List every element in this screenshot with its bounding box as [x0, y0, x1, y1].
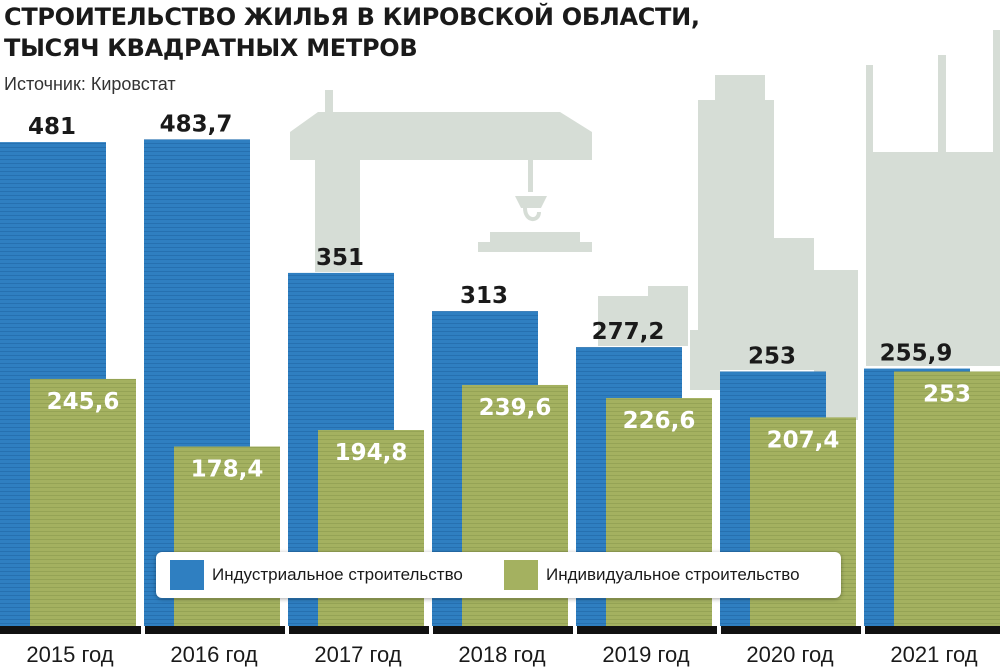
legend-item-industrial: Индустриальное строительство	[170, 560, 463, 590]
value-label-industrial: 313	[460, 283, 508, 309]
building-illustration-3	[866, 30, 1000, 366]
legend: Индустриальное строительство Индивидуаль…	[156, 552, 841, 598]
legend-swatch-individual	[504, 560, 538, 590]
value-label-individual: 245,6	[47, 389, 120, 415]
x-tick-label: 2019 год	[602, 642, 689, 667]
legend-label-individual: Индивидуальное строительство	[546, 565, 800, 584]
background-illustration	[290, 30, 1000, 420]
source-note: Источник: Кировстат	[4, 74, 176, 94]
bar-individual	[30, 378, 136, 626]
legend-item-individual: Индивидуальное строительство	[504, 560, 800, 590]
crane-illustration	[290, 90, 592, 272]
bar-individual	[894, 371, 1000, 626]
value-label-individual: 253	[923, 381, 971, 407]
value-labels: 481 245,6 483,7 178,4 351 194,8 313 239,6 277,2 2…	[28, 111, 971, 482]
chart-title: СТРОИТЕЛЬСТВО ЖИЛЬЯ В КИРОВСКОЙ ОБЛАСТИ,…	[4, 2, 700, 64]
legend-swatch-industrial	[170, 560, 204, 590]
baseline-separator	[285, 626, 289, 634]
value-label-industrial: 351	[316, 245, 364, 271]
value-label-industrial: 253	[748, 343, 796, 369]
x-tick-label: 2021 год	[890, 642, 977, 667]
value-label-industrial: 483,7	[160, 111, 233, 137]
baseline-separator	[717, 626, 721, 634]
title-line-2: ТЫСЯЧ КВАДРАТНЫХ МЕТРОВ	[4, 34, 418, 62]
value-label-industrial: 481	[28, 114, 76, 140]
value-label-industrial: 277,2	[592, 319, 665, 345]
x-tick-label: 2017 год	[314, 642, 401, 667]
value-label-individual: 239,6	[479, 395, 552, 421]
value-label-individual: 226,6	[623, 408, 696, 434]
building-illustration-2	[690, 75, 858, 420]
x-axis-ticks: 2015 год 2016 год 2017 год 2018 год 2019 год…	[26, 626, 978, 667]
x-axis-baseline	[0, 626, 1000, 634]
building-illustration-1	[598, 286, 688, 346]
x-tick-label: 2016 год	[170, 642, 257, 667]
value-label-individual: 194,8	[335, 440, 408, 466]
legend-label-industrial: Индустриальное строительство	[212, 565, 463, 584]
baseline-separator	[573, 626, 577, 634]
x-tick-label: 2018 год	[458, 642, 545, 667]
value-label-industrial: 255,9	[880, 341, 953, 367]
x-tick-label: 2015 год	[26, 642, 113, 667]
baseline-separator	[861, 626, 865, 634]
baseline-separator	[429, 626, 433, 634]
x-tick-label: 2020 год	[746, 642, 833, 667]
title-line-1: СТРОИТЕЛЬСТВО ЖИЛЬЯ В КИРОВСКОЙ ОБЛАСТИ,	[4, 3, 700, 31]
baseline-separator	[141, 626, 145, 634]
value-label-individual: 207,4	[767, 427, 840, 453]
value-label-individual: 178,4	[191, 457, 264, 483]
